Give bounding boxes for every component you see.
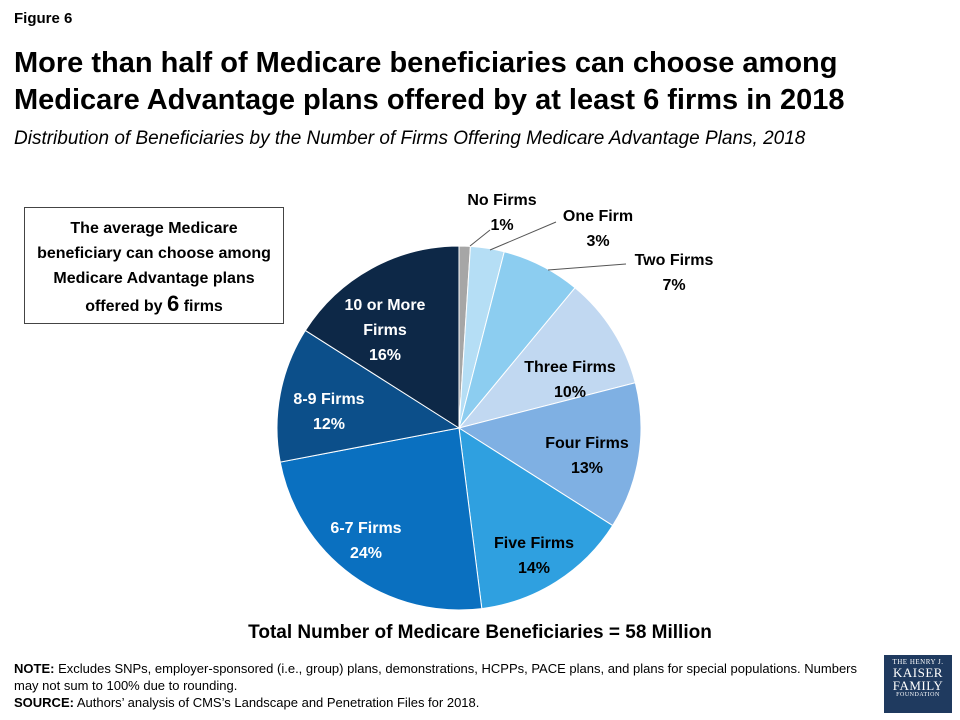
- leader-lines: [469, 221, 627, 271]
- kff-logo: THE HENRY J. KAISER FAMILY FOUNDATION: [884, 655, 952, 713]
- slice-label: Two Firms 7%: [635, 252, 714, 294]
- logo-line-2: KAISER: [893, 665, 943, 680]
- pie-slice-6-7-firms: [279, 427, 483, 611]
- logo-line-4: FOUNDATION: [896, 692, 940, 698]
- pie-slice-8-9-firms: [276, 329, 461, 463]
- slice-category-label: Three Firms: [524, 359, 616, 376]
- slice-category-label: 8-9 Firms: [293, 391, 364, 408]
- slice-category-label: 6-7 Firms: [330, 520, 401, 537]
- slice-label: Four Firms 13%: [545, 435, 629, 477]
- pie-slice-10-or-more-firms: [304, 245, 460, 429]
- source-line: SOURCE: Authors’ analysis of CMS’s Lands…: [14, 694, 874, 711]
- footnotes: NOTE: Excludes SNPs, employer-sponsored …: [14, 660, 874, 711]
- chart-title: More than half of Medicare beneficiaries…: [14, 47, 845, 116]
- slice-value-label: 16%: [369, 347, 401, 364]
- slice-value-label: 24%: [350, 545, 382, 562]
- slice-value-label: 3%: [586, 233, 609, 250]
- slice-label: Five Firms 14%: [494, 535, 574, 577]
- pie-slice-five-firms: [458, 427, 614, 610]
- slice-value-label: 12%: [313, 416, 345, 433]
- note-line: NOTE: Excludes SNPs, employer-sponsored …: [14, 660, 874, 694]
- slice-value-label: 13%: [571, 460, 603, 477]
- slice-category-label: Four Firms: [545, 435, 629, 452]
- slice-label: Three Firms 10%: [524, 359, 616, 401]
- callout-text-end: firms: [183, 298, 223, 315]
- leader-line: [489, 221, 557, 251]
- slice-label: 8-9 Firms 12%: [293, 391, 364, 433]
- logo-line-3: FAMILY: [892, 678, 944, 693]
- slice-value-label: 7%: [662, 277, 685, 294]
- figure-label: Figure 6: [14, 10, 73, 27]
- callout-text: The average Medicare beneficiary can cho…: [37, 220, 271, 315]
- slice-value-label: 1%: [490, 217, 513, 234]
- slice-label: 6-7 Firms 24%: [330, 520, 401, 562]
- logo-line-1: THE HENRY J.: [892, 658, 944, 666]
- average-callout-box: The average Medicare beneficiary can cho…: [24, 207, 284, 324]
- chart-subtitle: Distribution of Beneficiaries by the Num…: [14, 128, 806, 149]
- slice-labels: No Firms 1% One Firm 3% Two Firms 7% Three Fir…: [293, 192, 713, 577]
- pie-slice-three-firms: [457, 287, 636, 429]
- slice-label: One Firm 3%: [563, 208, 633, 250]
- slice-category-label: Two Firms: [635, 252, 714, 269]
- slice-category-label: Five Firms: [494, 535, 574, 552]
- source-text: Authors’ analysis of CMS’s Landscape and…: [76, 695, 480, 710]
- source-label: SOURCE:: [14, 695, 74, 710]
- slice-category-label: One Firm: [563, 208, 633, 225]
- leader-line: [547, 263, 627, 271]
- pie-slice-four-firms: [457, 382, 642, 527]
- leader-line: [469, 229, 491, 247]
- slice-category-label: No Firms: [467, 192, 536, 209]
- slice-value-label: 14%: [518, 560, 550, 577]
- note-label: NOTE:: [14, 661, 55, 676]
- slice-value-label: 10%: [554, 384, 586, 401]
- callout-number: 6: [166, 291, 180, 316]
- note-text: Excludes SNPs, employer-sponsored (i.e.,…: [14, 661, 858, 693]
- pie-slices: [276, 245, 642, 611]
- slice-category-label: 10 or More: [345, 297, 426, 314]
- slice-label: No Firms 1%: [467, 192, 536, 234]
- slice-category-label: Firms: [363, 322, 407, 339]
- slice-label: 10 or More Firms 16%: [345, 297, 426, 364]
- total-beneficiaries-label: Total Number of Medicare Beneficiaries =…: [248, 622, 712, 643]
